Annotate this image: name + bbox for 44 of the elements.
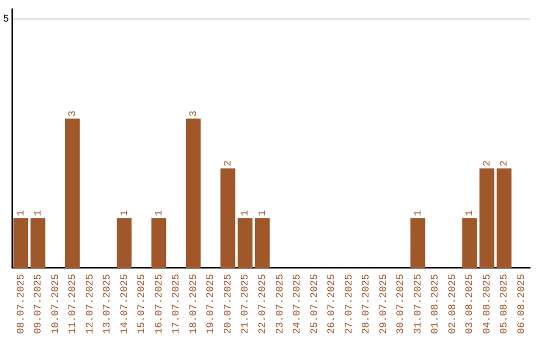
y-tick-label: 5: [2, 14, 9, 26]
x-tick-label: 26.07.2025: [327, 274, 338, 334]
x-tick-label: 12.07.2025: [85, 274, 96, 334]
x-tick-label: 22.07.2025: [258, 274, 270, 334]
x-tick-label: 03.08.2025: [465, 274, 476, 334]
data-label: 2: [223, 160, 234, 166]
x-tick-label: 14.07.2025: [120, 274, 131, 334]
data-label: 1: [154, 210, 166, 216]
data-label: 1: [258, 210, 270, 216]
x-tick-label: 16.07.2025: [154, 274, 166, 334]
x-tick-label: 18.07.2025: [188, 274, 200, 334]
x-tick-label: 08.07.2025: [16, 274, 28, 334]
x-tick-label: 20.07.2025: [223, 274, 234, 334]
data-label: 1: [240, 210, 252, 216]
x-tick-label: 23.07.2025: [275, 274, 286, 334]
x-tick-label: 21.07.2025: [240, 274, 252, 334]
x-tick-label: 06.08.2025: [517, 274, 528, 334]
data-label: 1: [465, 210, 476, 216]
x-tick-label: 24.07.2025: [292, 274, 304, 334]
x-tick-label: 09.07.2025: [34, 274, 45, 334]
data-label: 1: [413, 210, 424, 216]
x-tick-label: 02.08.2025: [448, 274, 459, 334]
x-tick-label: 27.07.2025: [344, 274, 356, 334]
x-tick-label: 10.07.2025: [50, 274, 62, 334]
x-tick-label: 30.07.2025: [396, 274, 408, 334]
x-tick-label: 25.07.2025: [310, 274, 321, 334]
x-tick-label: 05.08.2025: [500, 274, 511, 334]
data-label: 3: [188, 110, 200, 117]
data-label: 1: [16, 210, 28, 216]
data-label: 2: [482, 160, 494, 166]
x-tick-label: 13.07.2025: [102, 274, 114, 334]
x-tick-label: 31.07.2025: [413, 274, 424, 334]
data-label: 2: [500, 160, 511, 166]
data-label: 1: [34, 210, 45, 216]
x-tick-label: 28.07.2025: [362, 274, 373, 334]
x-tick-label: 15.07.2025: [137, 274, 148, 334]
x-tick-label: 19.07.2025: [206, 274, 218, 334]
x-tick-label: 01.08.2025: [430, 274, 442, 334]
x-tick-label: 04.08.2025: [482, 274, 494, 334]
data-label: 1: [120, 210, 131, 216]
x-tick-label: 29.07.2025: [378, 274, 390, 334]
data-label: 3: [68, 110, 80, 117]
x-tick-label: 17.07.2025: [172, 274, 183, 334]
x-tick-label: 11.07.2025: [68, 274, 80, 334]
